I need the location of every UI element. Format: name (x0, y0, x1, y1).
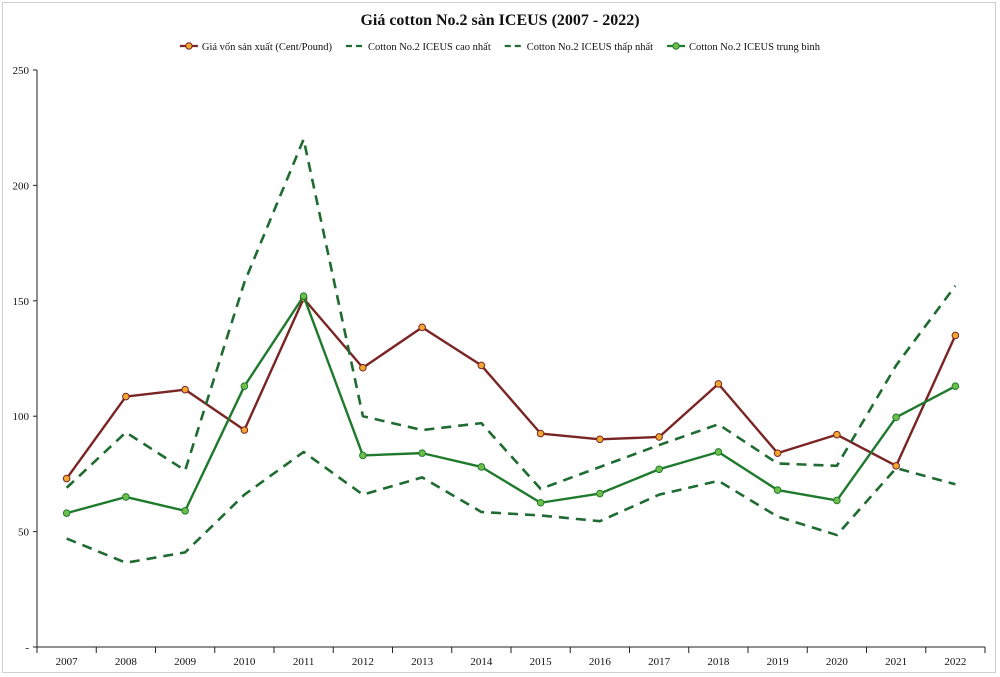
x-tick-label: 2012 (352, 656, 374, 668)
x-tick-label: 2018 (707, 656, 730, 668)
data-point (773, 486, 782, 494)
data-point (536, 498, 545, 507)
x-tick-label: 2011 (293, 656, 315, 668)
y-tick-label: 50 (18, 527, 30, 539)
data-point (951, 331, 960, 340)
x-tick-label: 2015 (530, 656, 553, 668)
legend: Giá vốn sản xuất (Cent/Pound) Cotton No.2… (179, 42, 821, 53)
data-point (359, 451, 367, 460)
data-point (181, 507, 189, 515)
data-point (714, 380, 723, 388)
data-point (833, 430, 841, 439)
data-point (122, 392, 130, 401)
x-tick-label: 2019 (767, 656, 790, 668)
data-point (951, 382, 960, 390)
x-tick-label: 2021 (885, 656, 907, 668)
legend-item: Giá vốn sản xuất (Cent/Pound) (179, 42, 333, 53)
legend-item: Cotton No.2 ICEUS cao nhất (345, 42, 491, 53)
legend-label: Cotton No.2 ICEUS cao nhất (368, 42, 491, 53)
data-point (418, 323, 426, 332)
data-point (655, 433, 663, 441)
data-point (62, 509, 71, 517)
series-4 (62, 292, 960, 517)
data-point (596, 435, 604, 444)
legend-item: Cotton No.2 ICEUS thấp nhất (504, 42, 653, 53)
series-line (65, 137, 957, 491)
axes: - 50 100 150 200 250 2007 2008 2009 2010 2011 2012 2… (13, 65, 986, 668)
data-point (418, 449, 426, 457)
y-tick-label: 200 (13, 180, 30, 192)
series-layer (62, 137, 960, 565)
data-point (892, 413, 900, 422)
x-tick-label: 2009 (174, 656, 197, 668)
series-3 (66, 450, 956, 565)
data-point (240, 426, 249, 434)
x-tick-label: 2014 (470, 656, 493, 668)
x-tick-label: 2013 (411, 656, 434, 668)
x-tick-label: 2022 (944, 656, 966, 668)
data-point (477, 361, 486, 370)
data-point (596, 489, 604, 498)
series-line (66, 450, 956, 565)
data-point (773, 449, 782, 457)
x-tick-label: 2020 (826, 656, 849, 668)
y-tick-label: - (25, 642, 29, 654)
y-tick-label: 150 (13, 296, 30, 308)
series-2 (65, 137, 957, 491)
data-point (833, 496, 841, 505)
legend-item: Cotton No.2 ICEUS trung bình (667, 42, 821, 53)
series-1 (62, 294, 960, 483)
data-point (536, 429, 545, 438)
y-tick-label: 250 (13, 65, 30, 77)
x-tick-label: 2010 (233, 656, 256, 668)
x-tick-label: 2008 (115, 656, 138, 668)
data-point (299, 292, 308, 300)
y-tick-label: 100 (13, 411, 30, 423)
legend-label: Cotton No.2 ICEUS trung bình (689, 42, 821, 53)
data-point (122, 493, 130, 501)
data-point (477, 463, 486, 471)
legend-marker (185, 42, 193, 50)
data-point (181, 385, 189, 394)
series-line (65, 297, 957, 480)
data-point (240, 382, 249, 390)
legend-marker (672, 42, 680, 50)
x-tick-label: 2007 (56, 656, 79, 668)
x-tick-label: 2016 (589, 656, 612, 668)
data-point (655, 465, 663, 474)
data-point (359, 363, 367, 372)
legend-label: Giá vốn sản xuất (Cent/Pound) (202, 42, 333, 53)
data-point (892, 462, 900, 470)
x-tick-label: 2017 (648, 656, 671, 668)
legend-label: Cotton No.2 ICEUS thấp nhất (527, 42, 653, 53)
series-line (66, 294, 956, 515)
data-point (62, 474, 71, 483)
data-point (714, 448, 723, 456)
chart-title: Giá cotton No.2 sàn ICEUS (2007 - 2022) (360, 12, 639, 29)
